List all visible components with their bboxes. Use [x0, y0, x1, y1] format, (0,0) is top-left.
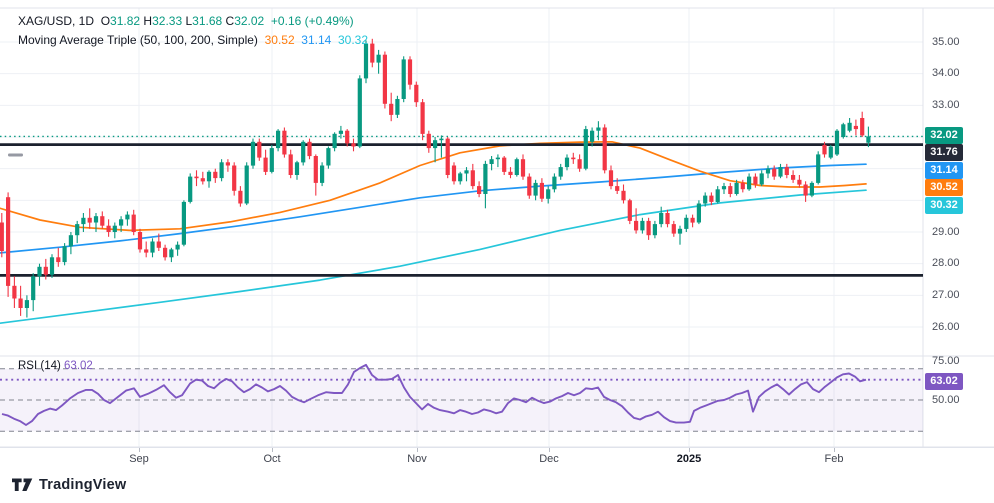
price-chart-canvas[interactable] [0, 0, 994, 447]
price-badge: 30.52 [925, 179, 963, 196]
price-badge: 63.02 [925, 372, 963, 390]
time-axis-tick [689, 448, 690, 452]
price-axis-label: 34.00 [932, 67, 960, 80]
time-axis-tick [834, 448, 835, 452]
time-axis-tick [549, 448, 550, 452]
tradingview-logo-icon [12, 478, 33, 492]
price-axis-label: 27.00 [932, 288, 960, 301]
ohlc-key: L [185, 14, 193, 28]
symbol-legend-row[interactable]: XAG/USD, 1D O31.82 H32.33 L31.68 C32.02 … [18, 14, 354, 28]
ohlc-values: O31.82 H32.33 L31.68 C32.02 [101, 14, 268, 28]
price-badge: 31.76 [925, 144, 963, 161]
ohlc-value: 32.02 [234, 14, 268, 28]
price-badge: 32.02 [925, 126, 963, 144]
price-axis-label: 29.00 [932, 225, 960, 238]
price-badge: 31.14 [925, 161, 963, 179]
ma-value: 30.32 [338, 32, 375, 47]
time-axis-label: 2025 [676, 453, 702, 465]
time-axis-tick [139, 448, 140, 452]
rsi-current-value: 63.02 [64, 360, 93, 372]
time-axis-label: Feb [824, 453, 844, 465]
time-axis-label: Nov [407, 453, 427, 465]
ohlc-key: C [225, 14, 235, 28]
ma-values: 30.52 31.14 30.32 [265, 33, 375, 47]
ohlc-value: 31.82 [110, 14, 144, 28]
ma-value: 31.14 [301, 32, 338, 47]
rsi-indicator-params: (14) [40, 360, 61, 372]
time-axis-label: Oct [263, 453, 281, 465]
time-axis-label: Dec [539, 453, 559, 465]
rsi-axis-label: 50.00 [932, 393, 960, 406]
price-badge: 30.32 [925, 197, 963, 214]
tradingview-logo[interactable]: TradingView [12, 477, 126, 493]
rsi-axis-label: 75.00 [932, 354, 960, 367]
price-axis[interactable]: 35.00 34.00 33.00 29.00 28.00 27.00 26.00 75.00… [923, 0, 994, 470]
price-axis-label: 26.00 [932, 320, 960, 333]
ma-value: 30.52 [264, 32, 302, 47]
time-axis-label: Sep [129, 453, 149, 465]
rsi-indicator-legend-row[interactable]: RSI (14) 63.02 [18, 360, 93, 372]
symbol-title[interactable]: XAG/USD, 1D [18, 14, 95, 28]
ma-indicator-legend-row[interactable]: Moving Average Triple (50, 100, 200, Sim… [18, 33, 375, 47]
price-axis-label: 33.00 [932, 98, 960, 111]
ohlc-key: H [143, 14, 153, 28]
time-axis[interactable]: Sep Oct Nov Dec 2025 Feb [0, 447, 994, 471]
time-axis-tick [417, 448, 418, 452]
price-axis-label: 28.00 [932, 257, 960, 270]
ohlc-value: 31.68 [192, 14, 226, 28]
change-percent: +0.16 (+0.49%) [270, 14, 354, 28]
ma-indicator-title[interactable]: Moving Average Triple (50, 100, 200, Sim… [18, 32, 258, 47]
time-axis-tick [272, 448, 273, 452]
ohlc-value: 32.33 [152, 14, 186, 28]
ohlc-key: O [100, 14, 111, 28]
tradingview-logo-text: TradingView [39, 477, 127, 493]
rsi-indicator-title[interactable]: RSI [18, 360, 38, 372]
price-axis-label: 35.00 [932, 35, 960, 48]
